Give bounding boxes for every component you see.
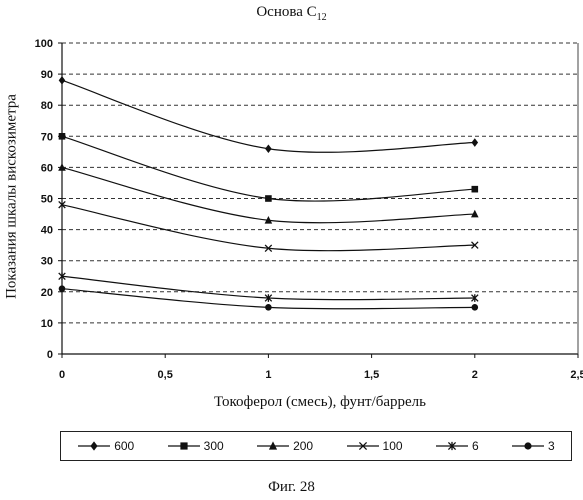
y-tick-label: 100: [35, 38, 53, 50]
y-tick-label: 50: [41, 194, 53, 206]
y-tick-label: 40: [41, 225, 53, 237]
y-tick-label: 80: [41, 100, 53, 112]
y-tick-label: 0: [47, 349, 53, 361]
data-point-square: [265, 195, 272, 202]
x-tick-label: 0,5: [158, 369, 173, 381]
y-axis-label: Показания шкалы вискозиметра: [4, 67, 21, 327]
legend-swatch: [511, 440, 545, 452]
legend-swatch: [77, 440, 111, 452]
data-point-circle: [265, 304, 272, 311]
legend-label: 300: [204, 439, 224, 453]
data-point-square: [472, 186, 479, 193]
x-axis-label: Токоферол (смесь), фунт/баррель: [60, 394, 580, 411]
legend-swatch: [167, 440, 201, 452]
legend-item: 3: [511, 439, 555, 453]
x-tick-label: 1: [265, 369, 271, 381]
data-point-diamond: [91, 441, 98, 450]
series-lines: [58, 76, 478, 311]
data-point-circle: [472, 304, 479, 311]
y-tick-label: 60: [41, 162, 53, 174]
legend-label: 6: [472, 439, 479, 453]
data-point-circle: [59, 285, 66, 292]
x-tick-label: 0: [59, 369, 65, 381]
x-tick-label: 1,5: [364, 369, 379, 381]
tick-labels: 0 10 20 30 40 50 60 70 80 90 100 0 0,5 1 1,5 2 2,5: [35, 38, 583, 381]
data-point-triangle: [471, 210, 479, 218]
y-tick-label: 90: [41, 69, 53, 81]
legend: 600 300 200 100 6 3: [60, 431, 572, 461]
data-point-square: [180, 442, 187, 449]
legend-item: 300: [167, 439, 224, 453]
series-line: [62, 80, 475, 152]
chart-title-text: Основа C: [256, 4, 316, 20]
y-tick-label: 10: [41, 318, 53, 330]
gridlines: [62, 43, 578, 323]
x-tick-label: 2,5: [570, 369, 583, 381]
chart-title-subscript: 12: [317, 12, 327, 23]
data-point-diamond: [265, 144, 272, 153]
legend-label: 100: [383, 439, 403, 453]
legend-item: 100: [346, 439, 403, 453]
series-6: [59, 272, 478, 301]
data-point-square: [59, 133, 66, 140]
legend-item: 200: [256, 439, 313, 453]
series-100: [59, 201, 478, 251]
series-600: [59, 76, 478, 153]
series-200: [58, 163, 478, 223]
legend-item: 600: [77, 439, 134, 453]
data-point-diamond: [59, 76, 66, 85]
legend-label: 200: [293, 439, 313, 453]
y-tick-label: 70: [41, 131, 53, 143]
legend-label: 600: [114, 439, 134, 453]
legend-swatch: [346, 440, 380, 452]
data-point-circle: [524, 442, 531, 449]
figure-caption: Фиг. 28: [0, 479, 583, 496]
chart-title: Основа C12: [0, 4, 583, 23]
y-tick-label: 30: [41, 256, 53, 268]
x-tick-label: 2: [472, 369, 478, 381]
legend-swatch: [435, 440, 469, 452]
y-tick-label: 20: [41, 287, 53, 299]
legend-swatch: [256, 440, 290, 452]
legend-label: 3: [548, 439, 555, 453]
legend-item: 6: [435, 439, 479, 453]
data-point-diamond: [472, 138, 479, 147]
series-line: [62, 205, 475, 251]
